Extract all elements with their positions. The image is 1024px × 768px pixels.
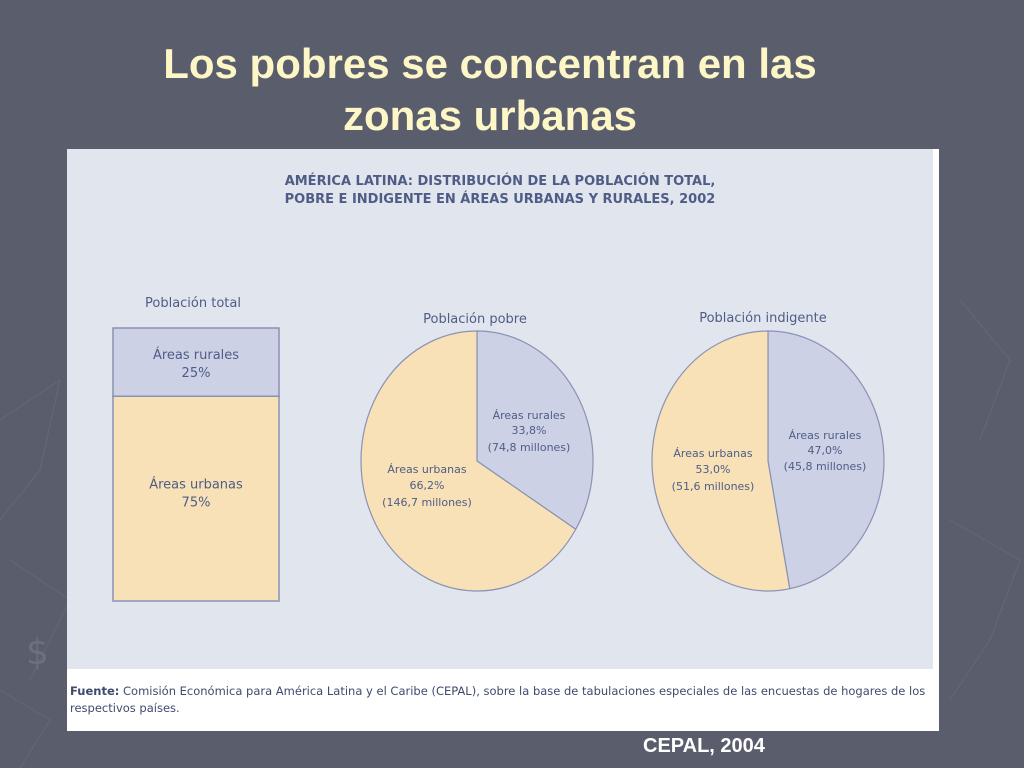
pie-indigent-rural-pct: 47,0%	[808, 444, 843, 457]
pie-indigent-rural-name: Áreas rurales	[789, 429, 862, 442]
poor-population-chart: Población pobre Áreas rurales 33,8% (74,…	[360, 312, 594, 592]
total-chart-title: Población total	[145, 296, 241, 311]
slide-title: Los pobres se concentran en las zonas ur…	[60, 38, 920, 142]
total-population-chart: Población total Áreas rurales 25% Áreas …	[112, 296, 280, 602]
pie-indigent-urban-pct: 53,0%	[696, 463, 731, 476]
slide-title-line-2: zonas urbanas	[342, 92, 638, 139]
pie-poor-rural-name: Áreas rurales	[493, 409, 566, 422]
bar-label-urban-value: 75%	[182, 496, 211, 511]
indigent-chart-title: Población indigente	[699, 311, 827, 326]
pie-poor-urban-detail: (146,7 millones)	[382, 496, 472, 509]
bar-segment-rural	[112, 327, 280, 397]
slide-credit: CEPAL, 2004	[643, 735, 765, 757]
bar-label-urban-name: Áreas urbanas	[149, 477, 243, 493]
bar-label-rural-value: 25%	[182, 366, 211, 381]
indigent-population-chart: Población indigente Áreas rurales 47,0% …	[651, 311, 885, 592]
pie-poor-rural-pct: 33,8%	[512, 424, 547, 437]
source-note: Fuente: Comisión Económica para América …	[70, 683, 936, 717]
dollar-icon: $	[26, 632, 49, 673]
slide-title-line-1: Los pobres se concentran en las	[163, 40, 817, 87]
figure-title-line-2: POBRE E INDIGENTE EN ÁREAS URBANAS Y RUR…	[284, 192, 716, 207]
figure-panel: AMÉRICA LATINA: DISTRIBUCIÓN DE LA POBLA…	[67, 149, 939, 731]
pie-indigent-urban-name: Áreas urbanas	[673, 447, 752, 460]
pie-slice-indigent-urban	[651, 330, 791, 592]
pie-slice-indigent-rural	[767, 330, 885, 590]
source-text: Comisión Económica para América Latina y…	[70, 684, 926, 715]
pie-indigent-rural-detail: (45,8 millones)	[784, 460, 867, 473]
pie-slice-poor-rural	[476, 330, 594, 531]
pie-poor-urban-pct: 66,2%	[410, 479, 445, 492]
source-label: Fuente:	[70, 684, 120, 698]
pie-poor-urban-name: Áreas urbanas	[387, 463, 466, 476]
pie-poor-rural-detail: (74,8 millones)	[488, 441, 571, 454]
figure-title: AMÉRICA LATINA: DISTRIBUCIÓN DE LA POBLA…	[67, 173, 933, 209]
charts: Población total Áreas rurales 25% Áreas …	[112, 296, 885, 602]
pie-indigent-urban-detail: (51,6 millones)	[672, 480, 755, 493]
figure-title-line-1: AMÉRICA LATINA: DISTRIBUCIÓN DE LA POBLA…	[284, 174, 716, 189]
bar-label-rural-name: Áreas rurales	[153, 347, 239, 363]
bar-segment-urban	[112, 395, 280, 602]
pie-slice-poor-urban	[360, 330, 577, 592]
poor-chart-title: Población pobre	[423, 312, 527, 327]
